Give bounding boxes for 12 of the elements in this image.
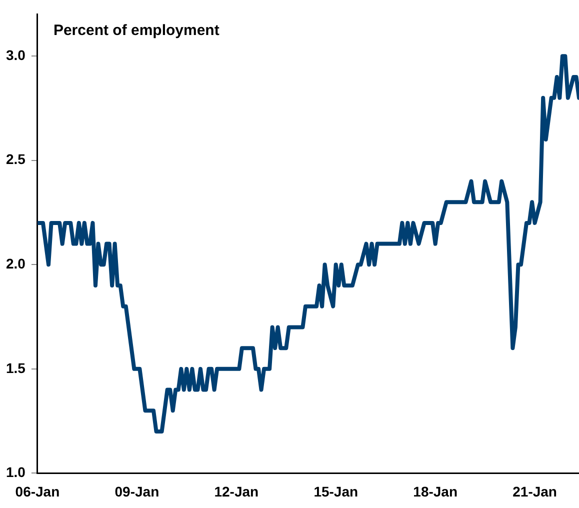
x-tick-label: 15-Jan <box>314 483 358 500</box>
y-tick-label: 1.5 <box>6 360 26 376</box>
y-tick-label: 2.5 <box>6 151 26 168</box>
y-tick-label: 2.0 <box>6 256 26 272</box>
y-tick-label: 1.0 <box>6 464 26 480</box>
x-tick-label: 12-Jan <box>214 483 259 500</box>
x-tick-label: 06-Jan <box>15 483 60 500</box>
x-tick-label: 09-Jan <box>114 483 160 500</box>
x-tick-label: 18-Jan <box>413 483 458 500</box>
x-tick-label: 21-Jan <box>512 483 557 500</box>
y-tick-label: 3.0 <box>6 46 26 63</box>
y-axis-title: Percent of employment <box>53 22 220 40</box>
